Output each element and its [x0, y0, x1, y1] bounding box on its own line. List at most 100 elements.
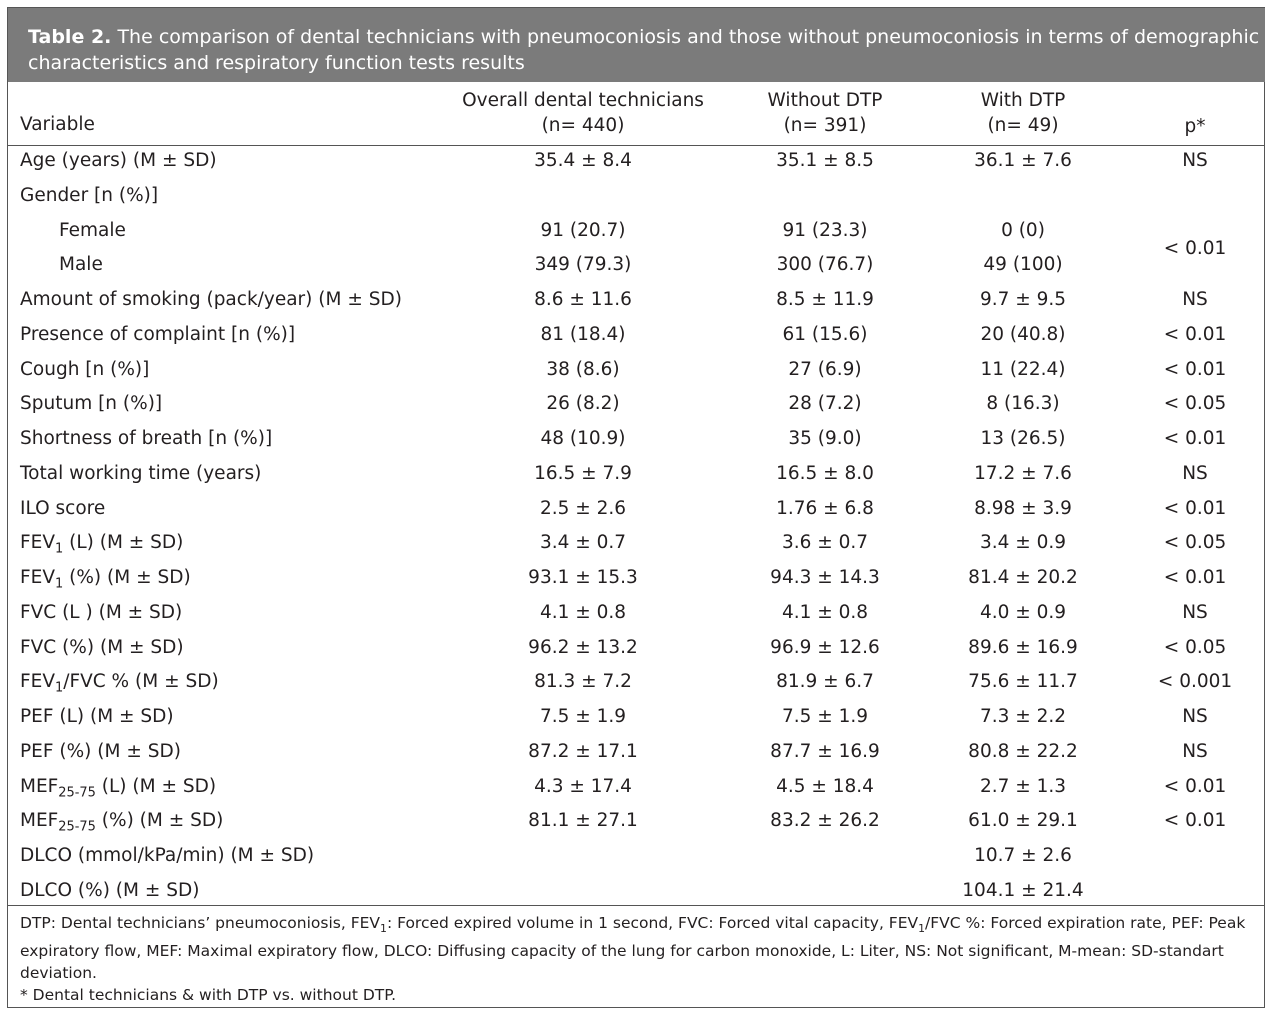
text-part: FEV: [20, 532, 55, 554]
text-part: Sputum [n (%)]: [20, 393, 163, 415]
text-part: DTP: Dental technicians’ pneumoconiosis,…: [20, 914, 381, 932]
column-title: Overall dental technicians: [462, 90, 704, 111]
text-part: (%) (M ± SD): [95, 810, 224, 832]
variable: Age (years) (M ± SD): [20, 144, 217, 179]
text-part: Total working time (years): [20, 462, 262, 484]
variable: FEV1 (%) (M ± SD): [20, 561, 191, 596]
cell: 300 (76.7): [776, 254, 874, 276]
cell: 81.9 ± 6.7: [776, 671, 874, 693]
text-part: MEF: [20, 775, 59, 797]
variable: Shortness of breath [n (%)]: [20, 422, 272, 457]
variable: Total working time (years): [20, 457, 261, 492]
cell: < 0.05: [1163, 393, 1227, 415]
cell: 87.2 ± 17.1: [528, 740, 638, 762]
cell: 27 (6.9): [788, 358, 862, 380]
cell: < 0.01: [1163, 358, 1227, 380]
cell: 7.3 ± 2.2: [979, 706, 1067, 727]
cell: 9.7 ± 9.5: [979, 289, 1067, 310]
cell: 38 (8.6): [546, 358, 620, 380]
text-part: : Forced expired volume in 1 second, FVC…: [386, 914, 919, 932]
cell: < 0.01: [1163, 323, 1227, 345]
text-part: FEV: [20, 671, 55, 693]
table-caption: Table 2. The comparison of dental techni…: [28, 24, 1263, 76]
cell: 3.4 ± 0.7: [539, 532, 627, 554]
cell: NS: [1182, 706, 1208, 727]
text-part: Amount of smoking (pack/year) (M ± SD): [20, 289, 402, 310]
cell: 61 (15.6): [782, 323, 868, 345]
cell: 91 (23.3): [782, 219, 868, 241]
subscript: 25-75: [58, 819, 96, 835]
cell: 4.0 ± 0.9: [979, 601, 1067, 623]
variable: PEF (L) (M ± SD): [20, 700, 174, 735]
cell: < 0.01: [1163, 775, 1227, 797]
cell: < 0.01: [1163, 810, 1227, 832]
text-part: (%) (M ± SD): [63, 567, 191, 588]
subscript: 1: [55, 576, 64, 592]
variable: PEF (%) (M ± SD): [20, 735, 181, 770]
variable: Presence of complaint [n (%)]: [20, 318, 295, 353]
variable: Male: [59, 248, 103, 283]
frame: [7, 7, 1265, 1008]
footnote-paragraph: * Dental technicians & with DTP vs. with…: [20, 984, 1255, 1006]
text-part: FVC (%) (M ± SD): [20, 636, 184, 658]
cell: 10.7 ± 2.6: [974, 845, 1072, 866]
cell: < 0.01: [1163, 497, 1227, 519]
cell: NS: [1182, 740, 1208, 762]
cell: 80.8 ± 22.2: [968, 740, 1078, 762]
cell: 4.1 ± 0.8: [781, 601, 869, 623]
cell: 96.9 ± 12.6: [770, 636, 880, 658]
cell: 20 (40.8): [980, 323, 1066, 345]
cell: 0 (0): [1001, 219, 1045, 241]
cell: 94.3 ± 14.3: [770, 567, 880, 588]
cell: 81.3 ± 7.2: [534, 671, 632, 693]
text-part: FEV: [20, 567, 55, 588]
cell: 35.1 ± 8.5: [776, 150, 874, 171]
column-header: Variable: [20, 114, 95, 135]
column-header: Without DTP (n= 391): [715, 88, 935, 138]
cell: 81 (18.4): [540, 323, 626, 345]
text-part: Female: [59, 219, 126, 241]
variable: MEF25-75 (%) (M ± SD): [20, 804, 223, 839]
column-n: (n= 391): [783, 115, 867, 136]
cell: NS: [1182, 601, 1208, 623]
variable: Gender [n (%)]: [20, 179, 158, 214]
rule: [8, 905, 1265, 906]
cell: 2.7 ± 1.3: [979, 775, 1067, 797]
cell: < 0.05: [1163, 532, 1227, 554]
cell: 8.98 ± 3.9: [974, 497, 1072, 519]
cell: NS: [1182, 150, 1208, 171]
variable: Female: [59, 214, 126, 249]
cell: 4.5 ± 18.4: [776, 775, 874, 797]
cell: 11 (22.4): [980, 358, 1066, 380]
cell: 104.1 ± 21.4: [962, 879, 1084, 901]
subscript: 1: [55, 680, 64, 696]
text-part: /FVC %: Forced expiration rate, PEF: Pea…: [20, 914, 1246, 983]
cell: 93.1 ± 15.3: [528, 567, 638, 588]
cell: 36.1 ± 7.6: [974, 150, 1072, 171]
variable: FVC (%) (M ± SD): [20, 631, 184, 666]
cell: 35.4 ± 8.4: [534, 150, 632, 171]
text-part: FVC (L ) (M ± SD): [20, 601, 183, 623]
column-title: p*: [1184, 116, 1206, 137]
text-part: PEF (%) (M ± SD): [20, 740, 181, 762]
header-bar: Table 2. The comparison of dental techni…: [8, 8, 1265, 82]
text-part: Cough [n (%)]: [20, 358, 150, 380]
column-header: p*: [1125, 114, 1265, 139]
variable: Cough [n (%)]: [20, 353, 149, 388]
column-header: With DTP (n= 49): [928, 88, 1118, 138]
subscript: 25-75: [58, 785, 96, 801]
column-header: Overall dental technicians (n= 440): [453, 88, 713, 138]
cell: 48 (10.9): [540, 428, 626, 449]
text-part: /FVC % (M ± SD): [63, 671, 219, 693]
cell: < 0.001: [1157, 671, 1233, 693]
variable: Amount of smoking (pack/year) (M ± SD): [20, 283, 402, 318]
table-title: The comparison of dental technicians wit…: [28, 26, 1260, 74]
variable: FEV1/FVC % (M ± SD): [20, 665, 219, 700]
cell: 4.3 ± 17.4: [534, 775, 632, 797]
cell: 7.5 ± 1.9: [539, 706, 627, 727]
cell: 35 (9.0): [788, 428, 862, 449]
variable: MEF25-75 (L) (M ± SD): [20, 770, 216, 805]
column-n: (n= 440): [541, 115, 625, 136]
cell: 17.2 ± 7.6: [974, 462, 1072, 484]
text-part: Male: [59, 254, 103, 276]
